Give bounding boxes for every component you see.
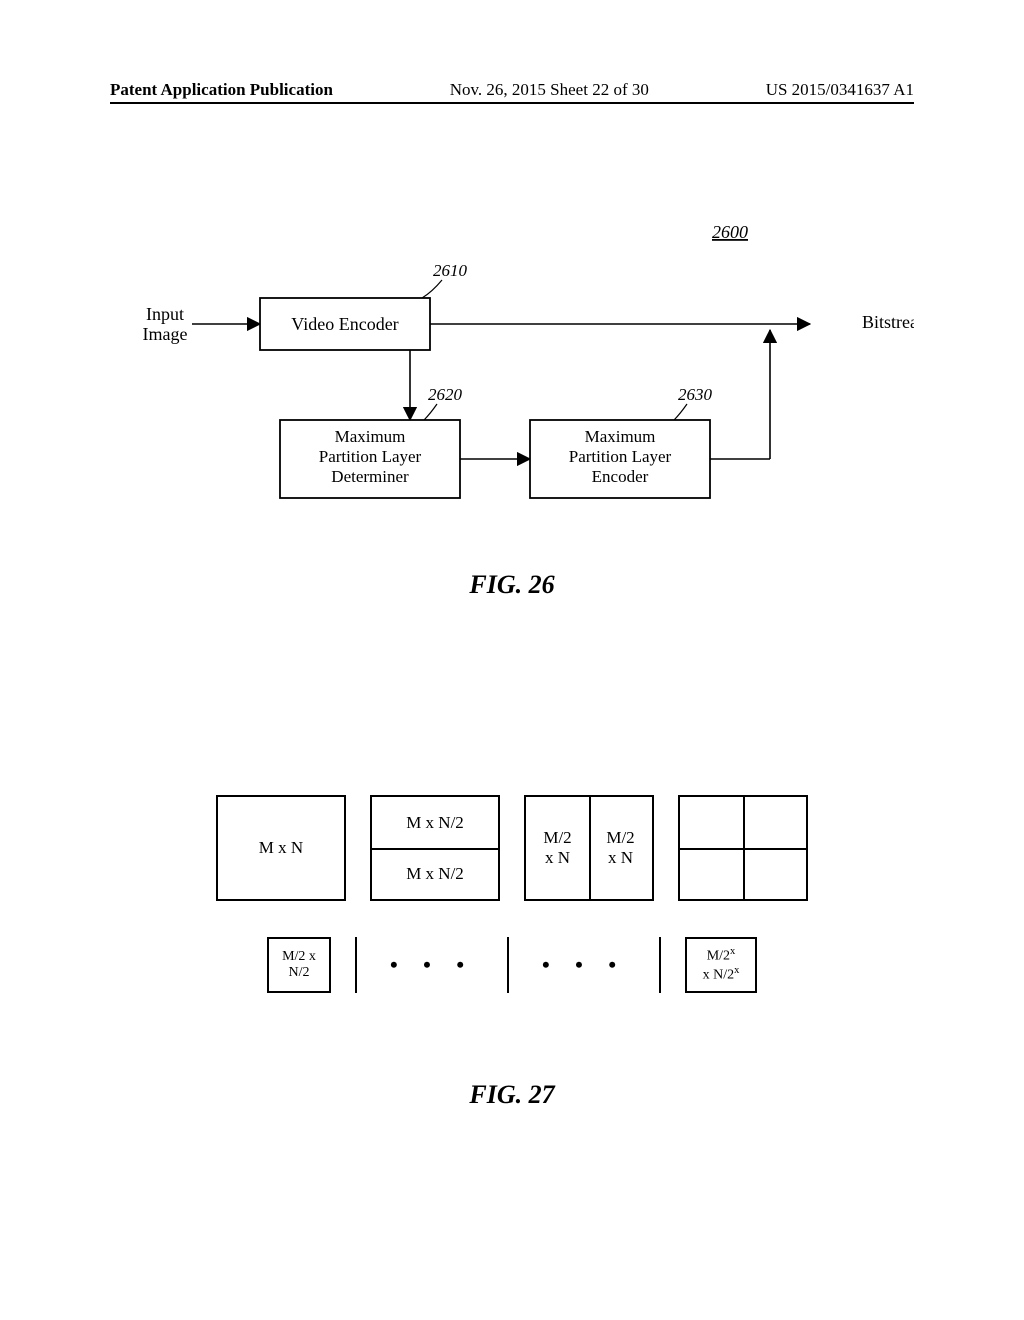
ref-2630: 2630 — [678, 385, 713, 404]
video-encoder-label: Video Encoder — [291, 314, 398, 334]
divider-v — [589, 797, 591, 899]
input-label-top: Input — [146, 304, 184, 324]
determiner-l3: Determiner — [331, 467, 409, 486]
row2-mid: • • • • • • — [355, 937, 661, 993]
leader-2610 — [422, 280, 442, 298]
header-left: Patent Application Publication — [110, 80, 333, 100]
partition-horizontal-split: M x N/2 M x N/2 — [370, 795, 500, 901]
figure-26-caption: FIG. 26 — [0, 570, 1024, 600]
partition-smallest-block: M/2xx N/2x — [685, 937, 757, 993]
figure-26-diagram: 2600 Input Image Video Encoder 2610 Bits… — [110, 210, 914, 570]
partition-right-half: M/2x N — [589, 797, 652, 899]
layerenc-l2: Partition Layer — [569, 447, 672, 466]
partition-quad-split — [678, 795, 808, 901]
figure-27-diagram: M x N M x N/2 M x N/2 M/2x N M/2x N — [0, 795, 1024, 993]
layerenc-l3: Encoder — [592, 467, 649, 486]
partition-right-label: M/2x N — [606, 828, 634, 867]
patent-page: Patent Application Publication Nov. 26, … — [0, 0, 1024, 1320]
ref-2610: 2610 — [433, 261, 468, 280]
partition-left-half: M/2x N — [526, 797, 589, 899]
bitstream-label: Bitstream — [862, 312, 914, 332]
ellipsis-dots-2: • • • — [542, 952, 626, 977]
partition-smallest-label: M/2xx N/2x — [703, 946, 740, 984]
header-center: Nov. 26, 2015 Sheet 22 of 30 — [450, 80, 649, 100]
figure-27-caption: FIG. 27 — [0, 1080, 1024, 1110]
partition-bottom-label: M x N/2 — [406, 864, 464, 884]
fig27-row2: M/2 xN/2 • • • • • • M/2xx N/2x — [0, 937, 1024, 993]
dots-2-holder: • • • — [509, 952, 659, 978]
partition-half-label: M/2 xN/2 — [282, 949, 316, 981]
ellipsis-dots-1: • • • — [390, 952, 474, 977]
fig26-svg: 2600 Input Image Video Encoder 2610 Bits… — [110, 210, 914, 570]
partition-top-half: M x N/2 — [372, 797, 498, 848]
header-row: Patent Application Publication Nov. 26, … — [110, 80, 914, 100]
partition-mxn: M x N — [216, 795, 346, 901]
dots-1-holder: • • • — [357, 952, 507, 978]
ref-2620: 2620 — [428, 385, 463, 404]
partition-half-block: M/2 xN/2 — [267, 937, 331, 993]
ref-2600: 2600 — [712, 222, 748, 242]
fig27-row1: M x N M x N/2 M x N/2 M/2x N M/2x N — [0, 795, 1024, 901]
partition-bottom-half: M x N/2 — [372, 848, 498, 899]
determiner-l1: Maximum — [335, 427, 406, 446]
divider-v-2 — [743, 797, 745, 899]
layerenc-l1: Maximum — [585, 427, 656, 446]
header-right: US 2015/0341637 A1 — [766, 80, 914, 100]
partition-vertical-split: M/2x N M/2x N — [524, 795, 654, 901]
leader-2620 — [424, 404, 437, 420]
partition-top-label: M x N/2 — [406, 813, 464, 833]
partition-mxn-label: M x N — [259, 838, 303, 858]
input-label-bottom: Image — [143, 324, 188, 344]
leader-2630 — [674, 404, 687, 420]
row2-leftbar-3 — [659, 937, 661, 993]
divider-h — [372, 848, 498, 850]
determiner-l2: Partition Layer — [319, 447, 422, 466]
partition-left-label: M/2x N — [543, 828, 571, 867]
page-header: Patent Application Publication Nov. 26, … — [110, 80, 914, 104]
